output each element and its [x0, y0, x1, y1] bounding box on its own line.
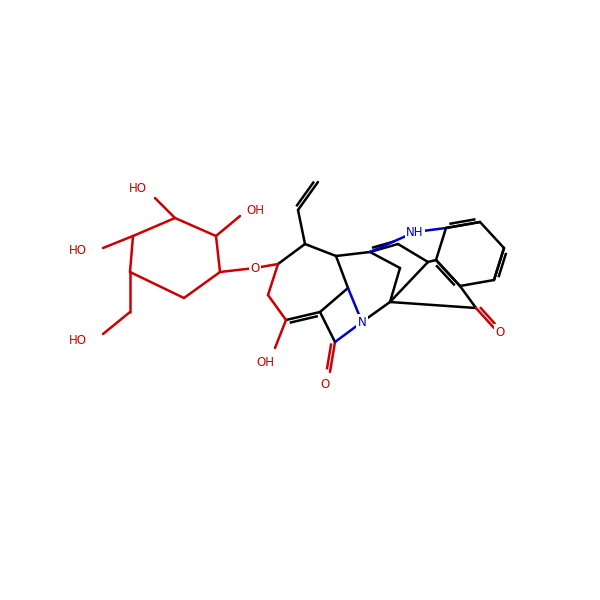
Text: HO: HO [69, 244, 87, 257]
Text: O: O [496, 325, 505, 338]
Text: O: O [320, 379, 329, 391]
Text: OH: OH [246, 203, 264, 217]
Text: O: O [250, 262, 260, 275]
Text: OH: OH [256, 355, 274, 368]
Text: N: N [358, 316, 367, 329]
Text: HO: HO [129, 181, 147, 194]
Text: HO: HO [69, 334, 87, 346]
Text: NH: NH [406, 226, 424, 238]
